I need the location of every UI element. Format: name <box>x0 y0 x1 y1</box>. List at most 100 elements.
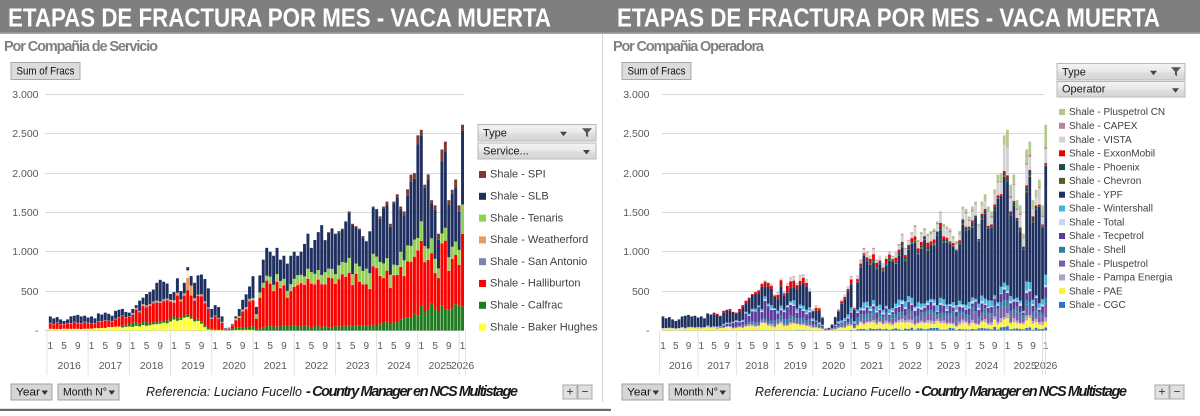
svg-text:1: 1 <box>813 341 819 352</box>
svg-text:3.000: 3.000 <box>623 89 649 101</box>
svg-text:2024: 2024 <box>387 360 411 372</box>
svg-text:500: 500 <box>21 286 39 298</box>
svg-text:5: 5 <box>979 341 985 352</box>
svg-text:5: 5 <box>864 341 870 352</box>
svg-text:2025: 2025 <box>429 360 453 372</box>
svg-text:9: 9 <box>686 341 692 352</box>
svg-text:Por Compañia Operadora: Por Compañia Operadora <box>613 39 765 55</box>
svg-text:5: 5 <box>711 341 717 352</box>
svg-text:1.500: 1.500 <box>623 207 649 219</box>
svg-text:1: 1 <box>1043 341 1049 352</box>
svg-text:2017: 2017 <box>707 360 731 372</box>
svg-text:-: - <box>646 325 650 337</box>
svg-text:5: 5 <box>788 341 794 352</box>
svg-text:1: 1 <box>1005 341 1011 352</box>
svg-text:9: 9 <box>446 341 452 352</box>
svg-text:Shale - Shell: Shale - Shell <box>1069 245 1126 256</box>
svg-text:2021: 2021 <box>860 360 884 372</box>
svg-text:Shale - Phoenix: Shale - Phoenix <box>1069 162 1140 173</box>
svg-text:2.000: 2.000 <box>623 168 649 180</box>
svg-text:Shale - San Antonio: Shale - San Antonio <box>490 256 587 268</box>
svg-text:9: 9 <box>1030 341 1036 352</box>
svg-text:Type: Type <box>483 128 507 140</box>
svg-text:Referencia: Luciano Fucello: Referencia: Luciano Fucello <box>146 385 302 399</box>
svg-text:−: − <box>581 385 588 399</box>
svg-text:5: 5 <box>941 341 947 352</box>
svg-text:Month N°: Month N° <box>63 387 107 399</box>
svg-text:5: 5 <box>350 341 356 352</box>
svg-text:+: + <box>1158 385 1165 399</box>
svg-text:Shale - VISTA: Shale - VISTA <box>1069 135 1132 146</box>
svg-text:2.000: 2.000 <box>12 168 38 180</box>
svg-text:9: 9 <box>405 341 411 352</box>
svg-text:9: 9 <box>801 341 807 352</box>
svg-text:Shale - SPI: Shale - SPI <box>490 169 546 181</box>
svg-text:3.000: 3.000 <box>12 89 38 101</box>
svg-text:Shale - Weatherford: Shale - Weatherford <box>490 234 588 246</box>
svg-text:9: 9 <box>322 341 328 352</box>
svg-text:500: 500 <box>632 286 650 298</box>
svg-text:5: 5 <box>267 341 273 352</box>
svg-text:5: 5 <box>826 341 832 352</box>
svg-text:−: − <box>1173 385 1180 399</box>
svg-text:2016: 2016 <box>58 360 82 372</box>
svg-text:Shale - Total: Shale - Total <box>1069 217 1124 228</box>
svg-text:Shale - ExxonMobil: Shale - ExxonMobil <box>1069 149 1155 160</box>
svg-text:5: 5 <box>750 341 756 352</box>
svg-text:2022: 2022 <box>899 360 923 372</box>
svg-text:Shale - Pluspetrol: Shale - Pluspetrol <box>1069 259 1148 270</box>
svg-text:9: 9 <box>240 341 246 352</box>
svg-text:9: 9 <box>364 341 370 352</box>
svg-text:5: 5 <box>903 341 909 352</box>
svg-text:ETAPAS DE FRACTURA POR MES -: ETAPAS DE FRACTURA POR MES - VACA MUERTA <box>617 5 1160 33</box>
svg-text:1: 1 <box>336 341 342 352</box>
svg-text:Shale - Pluspetrol CN: Shale - Pluspetrol CN <box>1069 107 1165 118</box>
svg-text:1: 1 <box>775 341 781 352</box>
svg-text:1: 1 <box>89 341 95 352</box>
svg-text:Shale - SLB: Shale - SLB <box>490 191 549 203</box>
svg-text:1: 1 <box>699 341 705 352</box>
svg-text:1: 1 <box>212 341 218 352</box>
svg-text:1: 1 <box>890 341 896 352</box>
svg-text:2018: 2018 <box>745 360 769 372</box>
svg-text:Sum of Fracs: Sum of Fracs <box>17 66 75 78</box>
svg-text:Shale - Wintershall: Shale - Wintershall <box>1069 204 1153 215</box>
svg-text:9: 9 <box>954 341 960 352</box>
svg-text:1: 1 <box>928 341 934 352</box>
svg-text:5: 5 <box>144 341 150 352</box>
svg-text:Shale - Tenaris: Shale - Tenaris <box>490 212 564 224</box>
svg-text:Operator: Operator <box>1062 84 1106 96</box>
svg-text:2021: 2021 <box>264 360 288 372</box>
svg-text:Year: Year <box>16 387 40 399</box>
svg-text:5: 5 <box>391 341 397 352</box>
svg-text:1: 1 <box>660 341 666 352</box>
svg-text:9: 9 <box>281 341 287 352</box>
svg-text:Shale - CGC: Shale - CGC <box>1069 300 1126 311</box>
svg-text:Referencia: Luciano Fucello: Referencia: Luciano Fucello <box>755 385 911 399</box>
svg-text:9: 9 <box>992 341 998 352</box>
svg-text:Shale - Calfrac: Shale - Calfrac <box>490 300 563 312</box>
svg-text:1.500: 1.500 <box>12 207 38 219</box>
svg-text:9: 9 <box>762 341 768 352</box>
svg-text:1: 1 <box>852 341 858 352</box>
svg-text:Shale - Pampa Energia: Shale - Pampa Energia <box>1069 273 1173 284</box>
svg-text:9: 9 <box>877 341 883 352</box>
svg-text:Year: Year <box>627 387 651 399</box>
svg-text:- Country Manager en NCS Multi: - Country Manager en NCS Multistage <box>306 384 518 400</box>
svg-text:2020: 2020 <box>822 360 846 372</box>
svg-text:5: 5 <box>226 341 232 352</box>
svg-text:Por Compañia de Servicio: Por Compañia de Servicio <box>4 39 158 55</box>
svg-text:9: 9 <box>116 341 122 352</box>
svg-text:2023: 2023 <box>346 360 370 372</box>
svg-text:Sum of Fracs: Sum of Fracs <box>628 66 686 78</box>
svg-text:2.500: 2.500 <box>623 128 649 140</box>
svg-text:5: 5 <box>432 341 438 352</box>
svg-text:1.000: 1.000 <box>12 246 38 258</box>
svg-text:Shale - PAE: Shale - PAE <box>1069 286 1123 297</box>
svg-text:2016: 2016 <box>669 360 693 372</box>
svg-text:Month N°: Month N° <box>674 387 718 399</box>
svg-text:1: 1 <box>419 341 425 352</box>
svg-text:2022: 2022 <box>305 360 329 372</box>
svg-text:1: 1 <box>295 341 301 352</box>
svg-text:1: 1 <box>377 341 383 352</box>
